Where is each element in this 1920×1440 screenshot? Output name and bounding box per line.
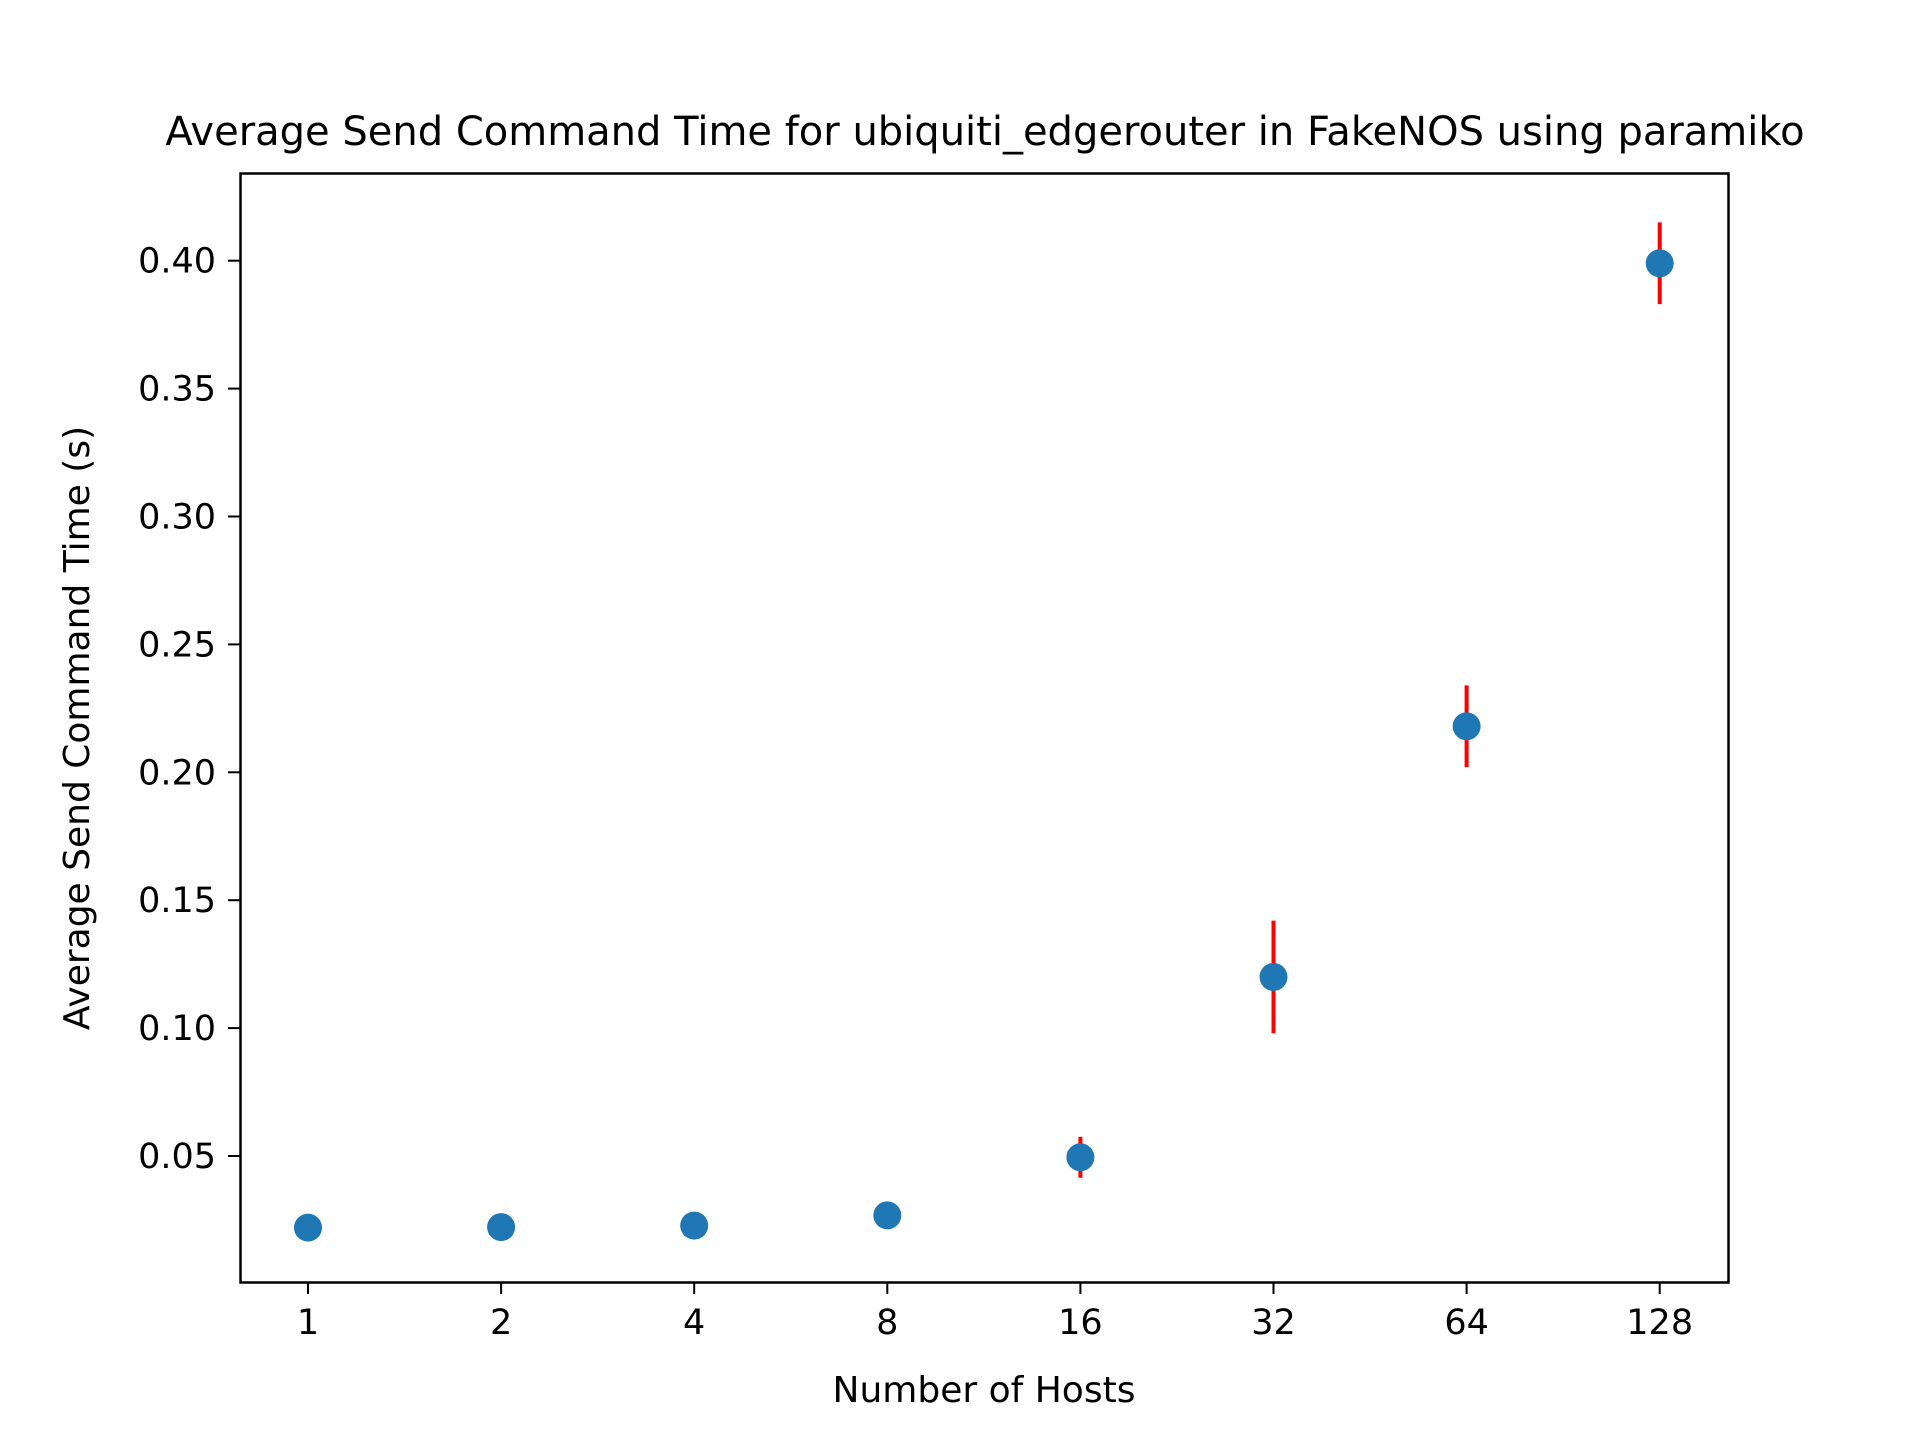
x-axis-label: Number of Hosts xyxy=(833,1370,1136,1411)
plot-area-frame xyxy=(239,172,1730,1284)
data-points xyxy=(294,249,1674,1242)
data-point xyxy=(294,1213,322,1242)
chart-title: Average Send Command Time for ubiquiti_e… xyxy=(165,109,1804,155)
y-tick-label: 0.35 xyxy=(138,370,216,410)
y-axis-label: Average Send Command Time (s) xyxy=(57,426,98,1030)
x-tick-label: 64 xyxy=(1444,1303,1489,1343)
data-point xyxy=(1259,962,1288,991)
y-tick-label: 0.20 xyxy=(138,753,216,793)
data-point xyxy=(1452,712,1481,741)
data-point xyxy=(680,1211,709,1240)
data-point xyxy=(873,1201,902,1230)
x-tick-label: 2 xyxy=(490,1303,512,1343)
x-tick-label: 128 xyxy=(1626,1303,1693,1343)
y-tick-label: 0.25 xyxy=(138,625,216,665)
data-point xyxy=(1066,1143,1095,1172)
y-tick-label: 0.30 xyxy=(138,498,216,538)
data-point xyxy=(1645,249,1674,278)
y-tick-label: 0.10 xyxy=(138,1009,216,1049)
x-tick-label: 16 xyxy=(1058,1303,1103,1343)
data-point xyxy=(487,1213,516,1242)
x-tick-label: 8 xyxy=(876,1303,898,1343)
y-tick-label: 0.05 xyxy=(138,1137,216,1177)
y-tick-label: 0.40 xyxy=(138,242,216,282)
x-tick-label: 1 xyxy=(297,1303,319,1343)
x-tick-label: 32 xyxy=(1251,1303,1296,1343)
x-axis: 1 2 4 8 16 32 64 128 xyxy=(297,1282,1693,1343)
x-tick-label: 4 xyxy=(683,1303,705,1343)
y-tick-label: 0.15 xyxy=(138,881,216,921)
y-axis: 0.05 0.10 0.15 0.20 0.25 0.30 0.35 0.40 xyxy=(138,242,240,1177)
error-bars xyxy=(1078,222,1662,1178)
